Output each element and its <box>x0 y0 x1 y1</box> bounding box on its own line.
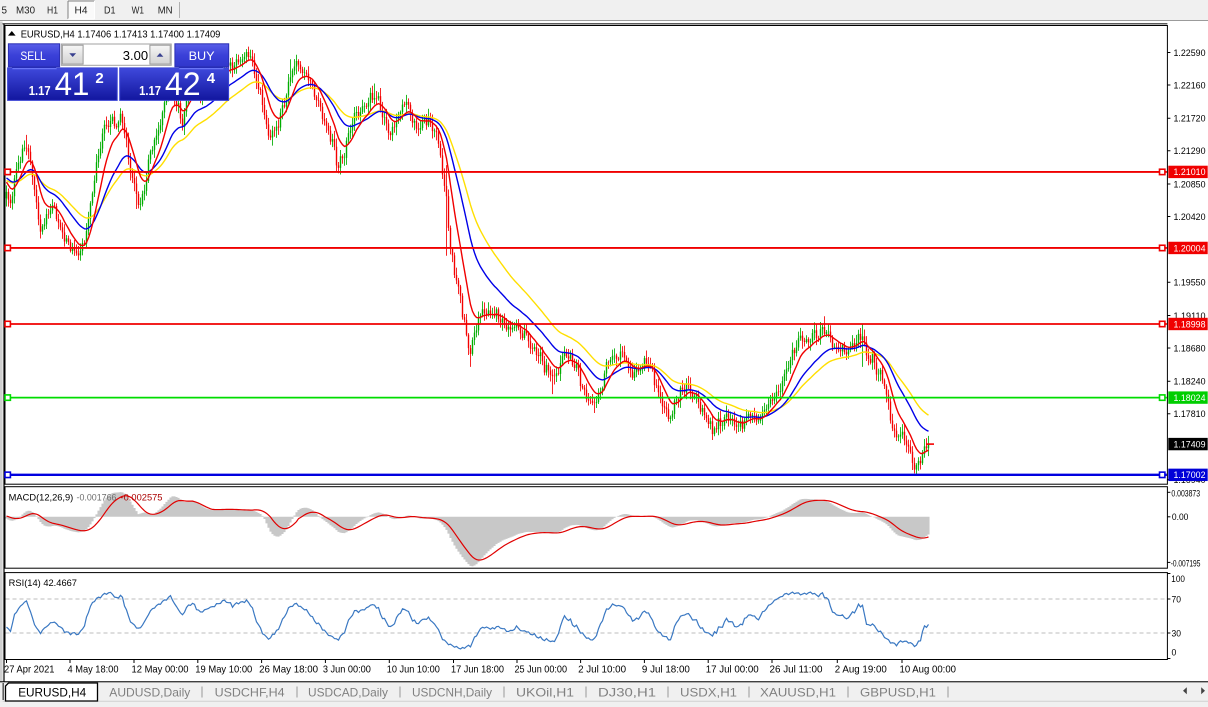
svg-text:3.00: 3.00 <box>123 48 148 63</box>
svg-text:5: 5 <box>2 6 8 17</box>
svg-text:USDCNH,Daily: USDCNH,Daily <box>412 685 492 699</box>
svg-text:41: 41 <box>55 66 90 102</box>
svg-text:-0.007195: -0.007195 <box>1171 559 1201 569</box>
svg-text:1.22590: 1.22590 <box>1174 48 1206 58</box>
svg-text:USDCHF,H4: USDCHF,H4 <box>215 685 285 699</box>
svg-text:EURUSD,H4: EURUSD,H4 <box>18 685 86 699</box>
svg-text:1.18024: 1.18024 <box>1174 393 1206 403</box>
svg-text:RSI(14) 42.4667: RSI(14) 42.4667 <box>9 578 77 588</box>
svg-text:MACD(12,26,9): MACD(12,26,9) <box>9 492 74 502</box>
svg-text:10 Jun 10:00: 10 Jun 10:00 <box>387 664 440 676</box>
svg-text:1.21290: 1.21290 <box>1174 146 1206 156</box>
svg-text:70: 70 <box>1172 594 1182 604</box>
svg-text:17 Jul 00:00: 17 Jul 00:00 <box>706 664 759 676</box>
svg-text:1.17: 1.17 <box>139 84 161 98</box>
svg-text:2 Aug 19:00: 2 Aug 19:00 <box>835 664 887 676</box>
svg-text:SELL: SELL <box>20 49 46 63</box>
svg-text:25 Jun 00:00: 25 Jun 00:00 <box>515 664 568 676</box>
svg-text:27 Apr 2021: 27 Apr 2021 <box>4 664 55 676</box>
svg-text:4: 4 <box>207 70 216 87</box>
svg-text:1.17002: 1.17002 <box>1174 470 1206 480</box>
svg-text:30: 30 <box>1172 628 1182 638</box>
svg-text:1.17409: 1.17409 <box>1174 439 1206 449</box>
svg-text:4 May 18:00: 4 May 18:00 <box>68 664 119 676</box>
svg-text:1.20850: 1.20850 <box>1174 179 1206 189</box>
svg-text:9 Jul 18:00: 9 Jul 18:00 <box>642 664 690 676</box>
svg-text:0.003873: 0.003873 <box>1171 488 1200 498</box>
svg-text:H4: H4 <box>75 6 88 17</box>
svg-text:USDCAD,Daily: USDCAD,Daily <box>308 685 388 699</box>
svg-text:1.17810: 1.17810 <box>1174 409 1206 419</box>
svg-text:17 Jun 18:00: 17 Jun 18:00 <box>451 664 504 676</box>
svg-text:1.17: 1.17 <box>29 84 51 98</box>
svg-text:-0.002575: -0.002575 <box>121 492 163 502</box>
svg-text:100: 100 <box>1171 574 1185 584</box>
svg-text:26 May 18:00: 26 May 18:00 <box>259 664 318 676</box>
svg-text:GBPUSD,H1: GBPUSD,H1 <box>860 685 936 699</box>
svg-text:1.20420: 1.20420 <box>1174 212 1206 222</box>
svg-text:26 Jul 11:00: 26 Jul 11:00 <box>770 664 823 676</box>
svg-text:42: 42 <box>165 66 201 102</box>
svg-text:DJ30,H1: DJ30,H1 <box>598 685 656 699</box>
svg-text:1.21720: 1.21720 <box>1174 114 1206 124</box>
svg-text:1.19110: 1.19110 <box>1174 311 1206 321</box>
svg-text:10 Aug 00:00: 10 Aug 00:00 <box>900 664 957 676</box>
svg-text:0: 0 <box>1172 648 1177 658</box>
svg-text:-0.001766: -0.001766 <box>77 492 117 502</box>
svg-text:XAUUSD,H1: XAUUSD,H1 <box>760 685 836 699</box>
svg-text:BUY: BUY <box>189 49 215 63</box>
svg-text:1.18240: 1.18240 <box>1174 377 1206 387</box>
svg-text:MN: MN <box>158 6 173 17</box>
svg-text:1.19550: 1.19550 <box>1174 278 1206 288</box>
svg-text:1.18998: 1.18998 <box>1174 319 1206 329</box>
svg-text:D1: D1 <box>104 6 116 17</box>
svg-text:2 Jul 10:00: 2 Jul 10:00 <box>578 664 626 676</box>
svg-text:W1: W1 <box>132 6 145 17</box>
svg-text:EURUSD,H4 1.17406 1.17413 1.1: EURUSD,H4 1.17406 1.17413 1.17400 1.1740… <box>21 30 221 41</box>
svg-text:UKOil,H1: UKOil,H1 <box>516 685 574 699</box>
svg-text:12 May 00:00: 12 May 00:00 <box>132 664 189 676</box>
svg-text:USDX,H1: USDX,H1 <box>680 685 737 699</box>
svg-text:19 May 10:00: 19 May 10:00 <box>195 664 252 676</box>
svg-text:1.18680: 1.18680 <box>1174 343 1206 353</box>
svg-text:1.22160: 1.22160 <box>1174 80 1206 90</box>
svg-text:2: 2 <box>95 70 103 87</box>
svg-text:1.20004: 1.20004 <box>1174 243 1206 253</box>
svg-text:3 Jun 00:00: 3 Jun 00:00 <box>323 664 371 676</box>
svg-text:H1: H1 <box>47 6 58 17</box>
svg-text:1.21010: 1.21010 <box>1174 167 1206 177</box>
svg-text:AUDUSD,Daily: AUDUSD,Daily <box>109 685 190 699</box>
svg-text:M30: M30 <box>16 6 35 17</box>
svg-text:0.00: 0.00 <box>1172 512 1189 522</box>
